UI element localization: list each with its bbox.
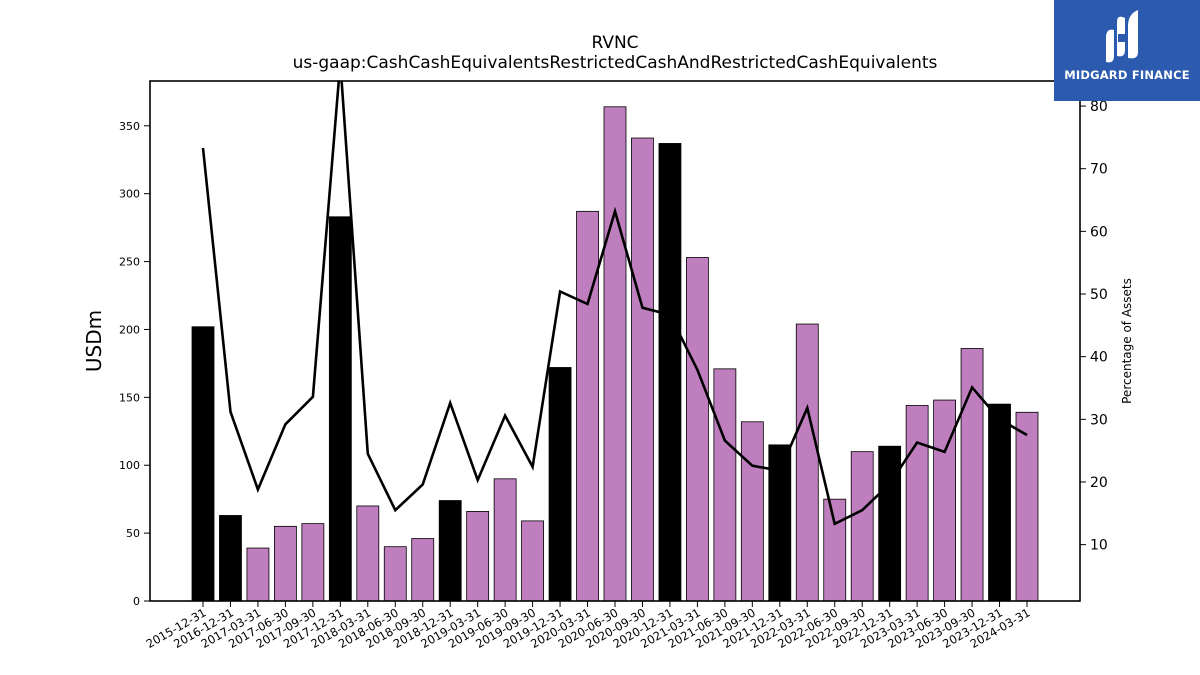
line-series: [201, 81, 1028, 526]
bar-series: [191, 106, 1039, 602]
y2-tick-label: 20: [1090, 475, 1108, 491]
chart-title: RVNC: [591, 33, 638, 53]
right-y-axis-label: Percentage of Assets: [1120, 278, 1134, 404]
bar-2017-09-30: [301, 523, 325, 602]
y-tick-label: 350: [119, 120, 140, 133]
bar-2017-12-31: [328, 216, 352, 602]
y-tick-label: 250: [119, 256, 140, 269]
y2-tick-label: 80: [1090, 99, 1108, 115]
bar-2020-09-30: [631, 137, 654, 602]
bar-2021-06-30: [713, 368, 737, 602]
y-axis-label: USDm: [82, 310, 106, 372]
y2-tick-label: 60: [1090, 224, 1108, 240]
y2-tick-label: 40: [1090, 350, 1108, 366]
x-axis: 2015-12-312016-12-312017-03-312017-06-30…: [144, 601, 1033, 651]
bar-2020-12-31: [658, 143, 682, 602]
logo-text: MIDGARD FINANCE: [1064, 68, 1190, 82]
bar-2018-12-31: [438, 500, 462, 602]
bar-2022-03-31: [795, 323, 819, 602]
bar-2019-12-31: [548, 367, 572, 602]
bar-2022-12-31: [878, 445, 902, 602]
bar-2022-06-30: [823, 498, 847, 602]
bar-2016-12-31: [219, 515, 242, 602]
bar-2018-03-31: [356, 505, 380, 602]
bar-2023-06-30: [933, 399, 956, 602]
y-tick-label: 150: [119, 391, 140, 404]
chart-subtitle: us-gaap:CashCashEquivalentsRestrictedCas…: [293, 53, 938, 73]
bar-2022-09-30: [850, 451, 874, 602]
bar-2024-03-31: [1015, 411, 1039, 602]
percentage-of-assets-line: [201, 81, 1028, 526]
bar-2017-06-30: [273, 525, 297, 602]
right-y-axis: 10 20 30 40 50 60 70 80: [1080, 99, 1108, 554]
bar-2021-09-30: [740, 421, 764, 602]
bar-2020-06-30: [603, 106, 627, 602]
y-tick-label: 0: [133, 595, 140, 608]
bar-2023-03-31: [905, 405, 929, 602]
logo-mark-icon: [1106, 10, 1138, 63]
y-tick-label: 50: [126, 527, 140, 540]
y-tick-label: 300: [119, 188, 140, 201]
bar-2023-12-31: [988, 403, 1011, 602]
bar-2015-12-31: [191, 326, 215, 602]
y-tick-label: 200: [119, 323, 140, 336]
bar-2018-06-30: [383, 546, 407, 602]
left-y-axis: 0 50 100 150 200 250 300 350: [119, 120, 150, 608]
y2-tick-label: 10: [1090, 538, 1108, 554]
bar-2020-03-31: [576, 210, 599, 602]
brand-logo: MIDGARD FINANCE: [1054, 0, 1200, 101]
y2-tick-label: 70: [1090, 162, 1108, 178]
bar-2021-03-31: [686, 257, 709, 602]
bar-2019-06-30: [493, 478, 517, 602]
bar-2018-09-30: [411, 538, 435, 602]
y2-tick-label: 50: [1090, 287, 1108, 303]
bar-2019-09-30: [521, 520, 544, 602]
y-tick-label: 100: [119, 459, 140, 472]
y2-tick-label: 30: [1090, 412, 1108, 428]
bar-2017-03-31: [246, 547, 270, 602]
bar-2019-03-31: [466, 510, 490, 602]
